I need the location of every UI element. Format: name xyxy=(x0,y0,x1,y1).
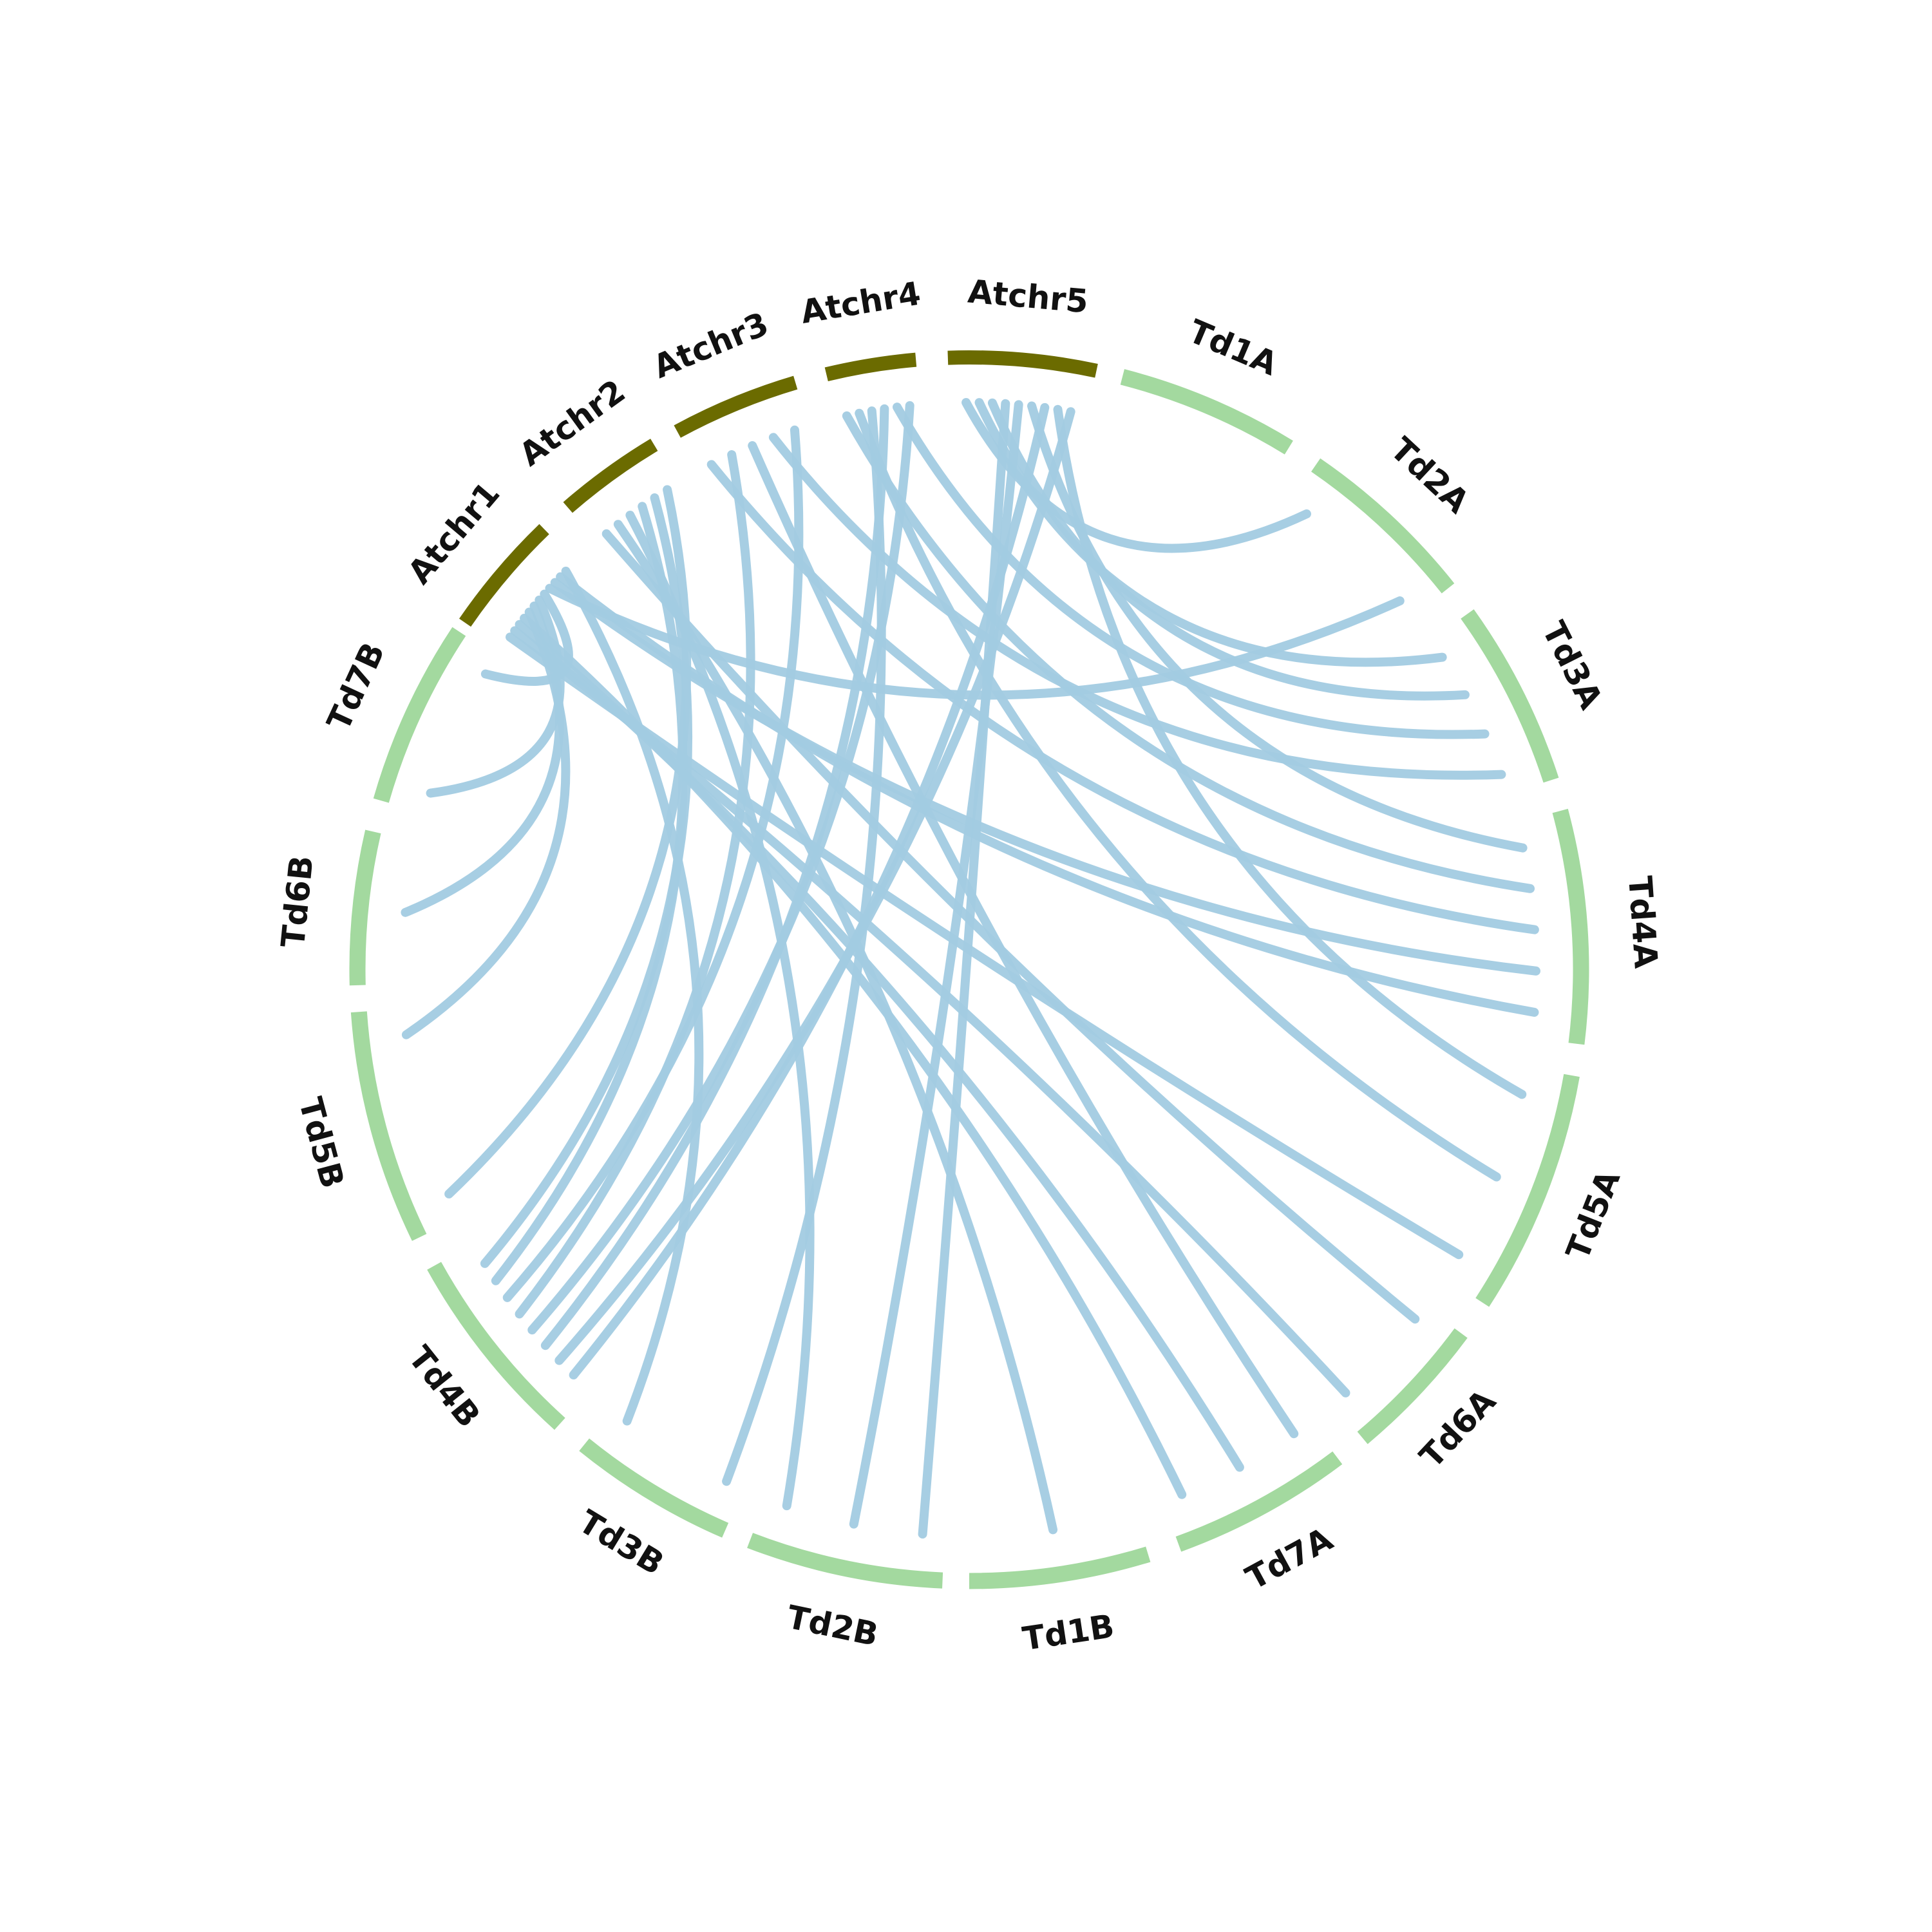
label-td6b: Td6B xyxy=(274,854,321,949)
segment-td1b xyxy=(969,1546,1151,1589)
link-atchr1-td2a-34 xyxy=(545,583,1405,700)
link-atchr5-td3a-2 xyxy=(987,398,1470,701)
link-atchr1-td4a-36 xyxy=(556,572,1539,1017)
segment-atchr5 xyxy=(947,350,1098,378)
links-layer xyxy=(401,398,1540,1539)
segment-atchr3 xyxy=(674,375,798,438)
link-atchr4-td5a-10 xyxy=(855,408,1501,1182)
link-atchr2-td5b-25 xyxy=(444,485,692,1198)
link-atchr3-td4b-19 xyxy=(502,425,804,1302)
segment-td3b xyxy=(579,1438,729,1538)
segment-td4a xyxy=(1552,808,1589,1045)
link-atchr4-td3a-13 xyxy=(893,402,1490,739)
link-atchr1-td3b-37 xyxy=(561,566,704,1426)
link-atchr2-td4b-24 xyxy=(480,493,692,1268)
segment-td2b xyxy=(747,1533,943,1589)
link-atchr2-td2b-22 xyxy=(625,510,815,1511)
link-atchr5-td5a-7 xyxy=(1053,404,1527,1099)
segment-atchr2 xyxy=(563,439,658,513)
segment-td5a xyxy=(1475,1074,1580,1307)
segment-td3a xyxy=(1461,609,1559,783)
segment-td6b xyxy=(349,829,381,986)
link-atchr1-td7b-33 xyxy=(480,589,573,686)
segment-atchr1 xyxy=(459,524,549,627)
link-atchr3-td3a-18 xyxy=(768,433,1506,780)
segment-td1a xyxy=(1120,369,1293,455)
link-atchr5-td2b-3 xyxy=(918,399,1010,1539)
link-atchr3-td4b-16 xyxy=(515,450,755,1319)
link-atchr1-td7b-32 xyxy=(426,595,565,798)
chromosome-segments xyxy=(349,350,1589,1589)
link-atchr1-td6b-31 xyxy=(401,601,564,917)
label-td4a: Td4A xyxy=(1621,875,1665,969)
segment-td7a xyxy=(1175,1451,1343,1552)
link-atchr5-td4a-5 xyxy=(1027,401,1528,853)
link-atchr4-td4a-9 xyxy=(842,411,1535,893)
segment-td4b xyxy=(427,1262,565,1430)
segment-td2a xyxy=(1311,458,1455,594)
segment-atchr4 xyxy=(824,352,917,381)
link-atchr2-td6a-20 xyxy=(601,529,1420,1324)
segment-td5b xyxy=(350,1011,427,1241)
segment-td7b xyxy=(373,627,466,803)
segment-td6a xyxy=(1357,1328,1468,1444)
